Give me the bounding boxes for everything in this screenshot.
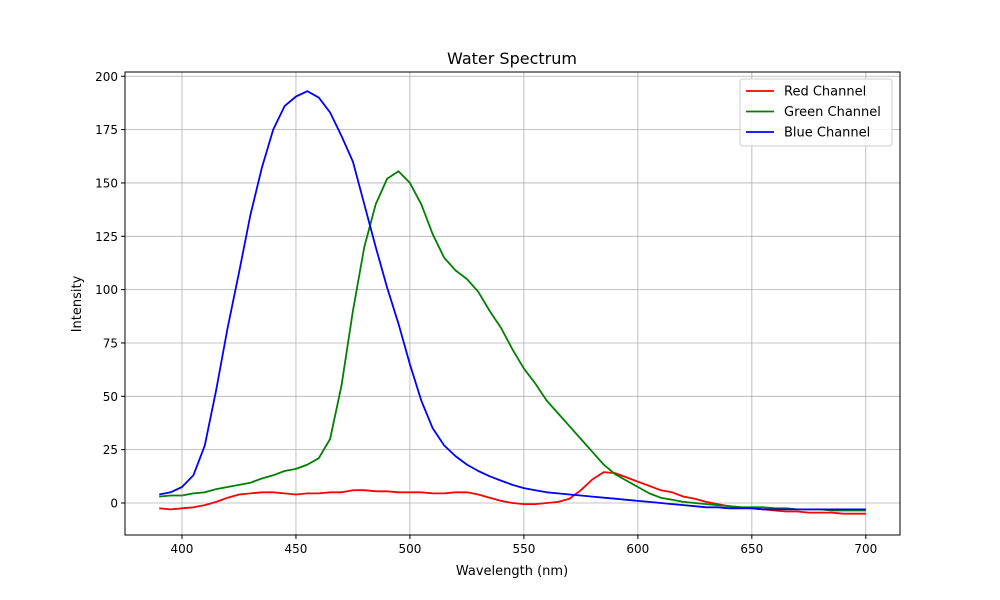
y-tick-label: 25 [103,443,118,457]
y-tick-label: 125 [95,230,118,244]
plot-area-frame [124,71,901,536]
legend-box [739,78,893,147]
x-tick-label: 400 [171,542,194,556]
y-tick-label: 50 [103,390,118,404]
y-tick-label: 0 [110,496,118,510]
x-tick-label: 600 [626,542,649,556]
x-tick-label: 500 [398,542,421,556]
green-channel-line [159,170,866,512]
series-layer [159,90,866,515]
x-tick-label: 550 [512,542,535,556]
y-tick-label: 75 [103,336,118,350]
x-axis-label: Wavelength (nm) [456,564,568,579]
blue-channel-line [159,90,866,511]
x-tick-label: 450 [285,542,308,556]
x-axis-ticks: 400 450 500 550 600 650 700 [171,535,877,556]
y-tick-label: 100 [95,283,118,297]
y-axis-ticks: 0 25 50 75 100 125 150 175 200 [95,70,125,510]
y-axis-label: Intensity [70,275,85,332]
legend-label-green-channel: Green Channel [784,105,881,120]
legend: Red Channel Green Channel Blue Channel [739,78,893,147]
chart-title: Water Spectrum [447,49,577,68]
x-tick-label: 700 [854,542,877,556]
x-tick-label: 650 [740,542,763,556]
y-tick-label: 175 [95,123,118,137]
grid-lines [125,72,900,535]
y-tick-label: 200 [95,70,118,84]
legend-label-red-channel: Red Channel [784,85,866,100]
y-tick-label: 150 [95,176,118,190]
legend-label-blue-channel: Blue Channel [784,126,870,141]
